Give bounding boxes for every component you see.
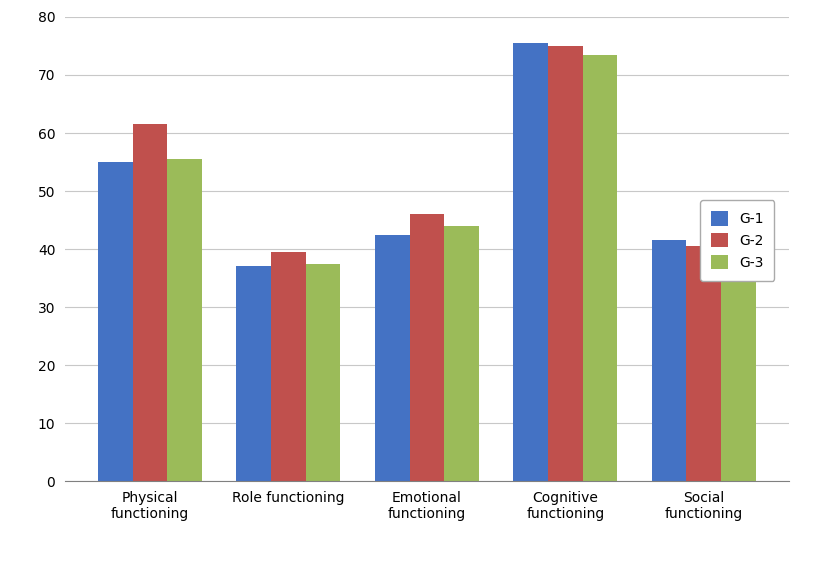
Bar xyxy=(306,264,341,481)
Bar xyxy=(98,162,133,481)
Bar xyxy=(513,43,548,481)
Bar xyxy=(686,246,721,481)
Bar xyxy=(652,241,686,481)
Bar xyxy=(237,267,271,481)
Bar xyxy=(271,252,306,481)
Bar xyxy=(548,46,583,481)
Legend: G-1, G-2, G-3: G-1, G-2, G-3 xyxy=(700,200,775,281)
Bar xyxy=(133,125,167,481)
Bar xyxy=(375,234,410,481)
Bar xyxy=(444,226,479,481)
Bar xyxy=(410,214,444,481)
Bar xyxy=(167,159,202,481)
Bar xyxy=(583,55,617,481)
Bar xyxy=(721,246,756,481)
